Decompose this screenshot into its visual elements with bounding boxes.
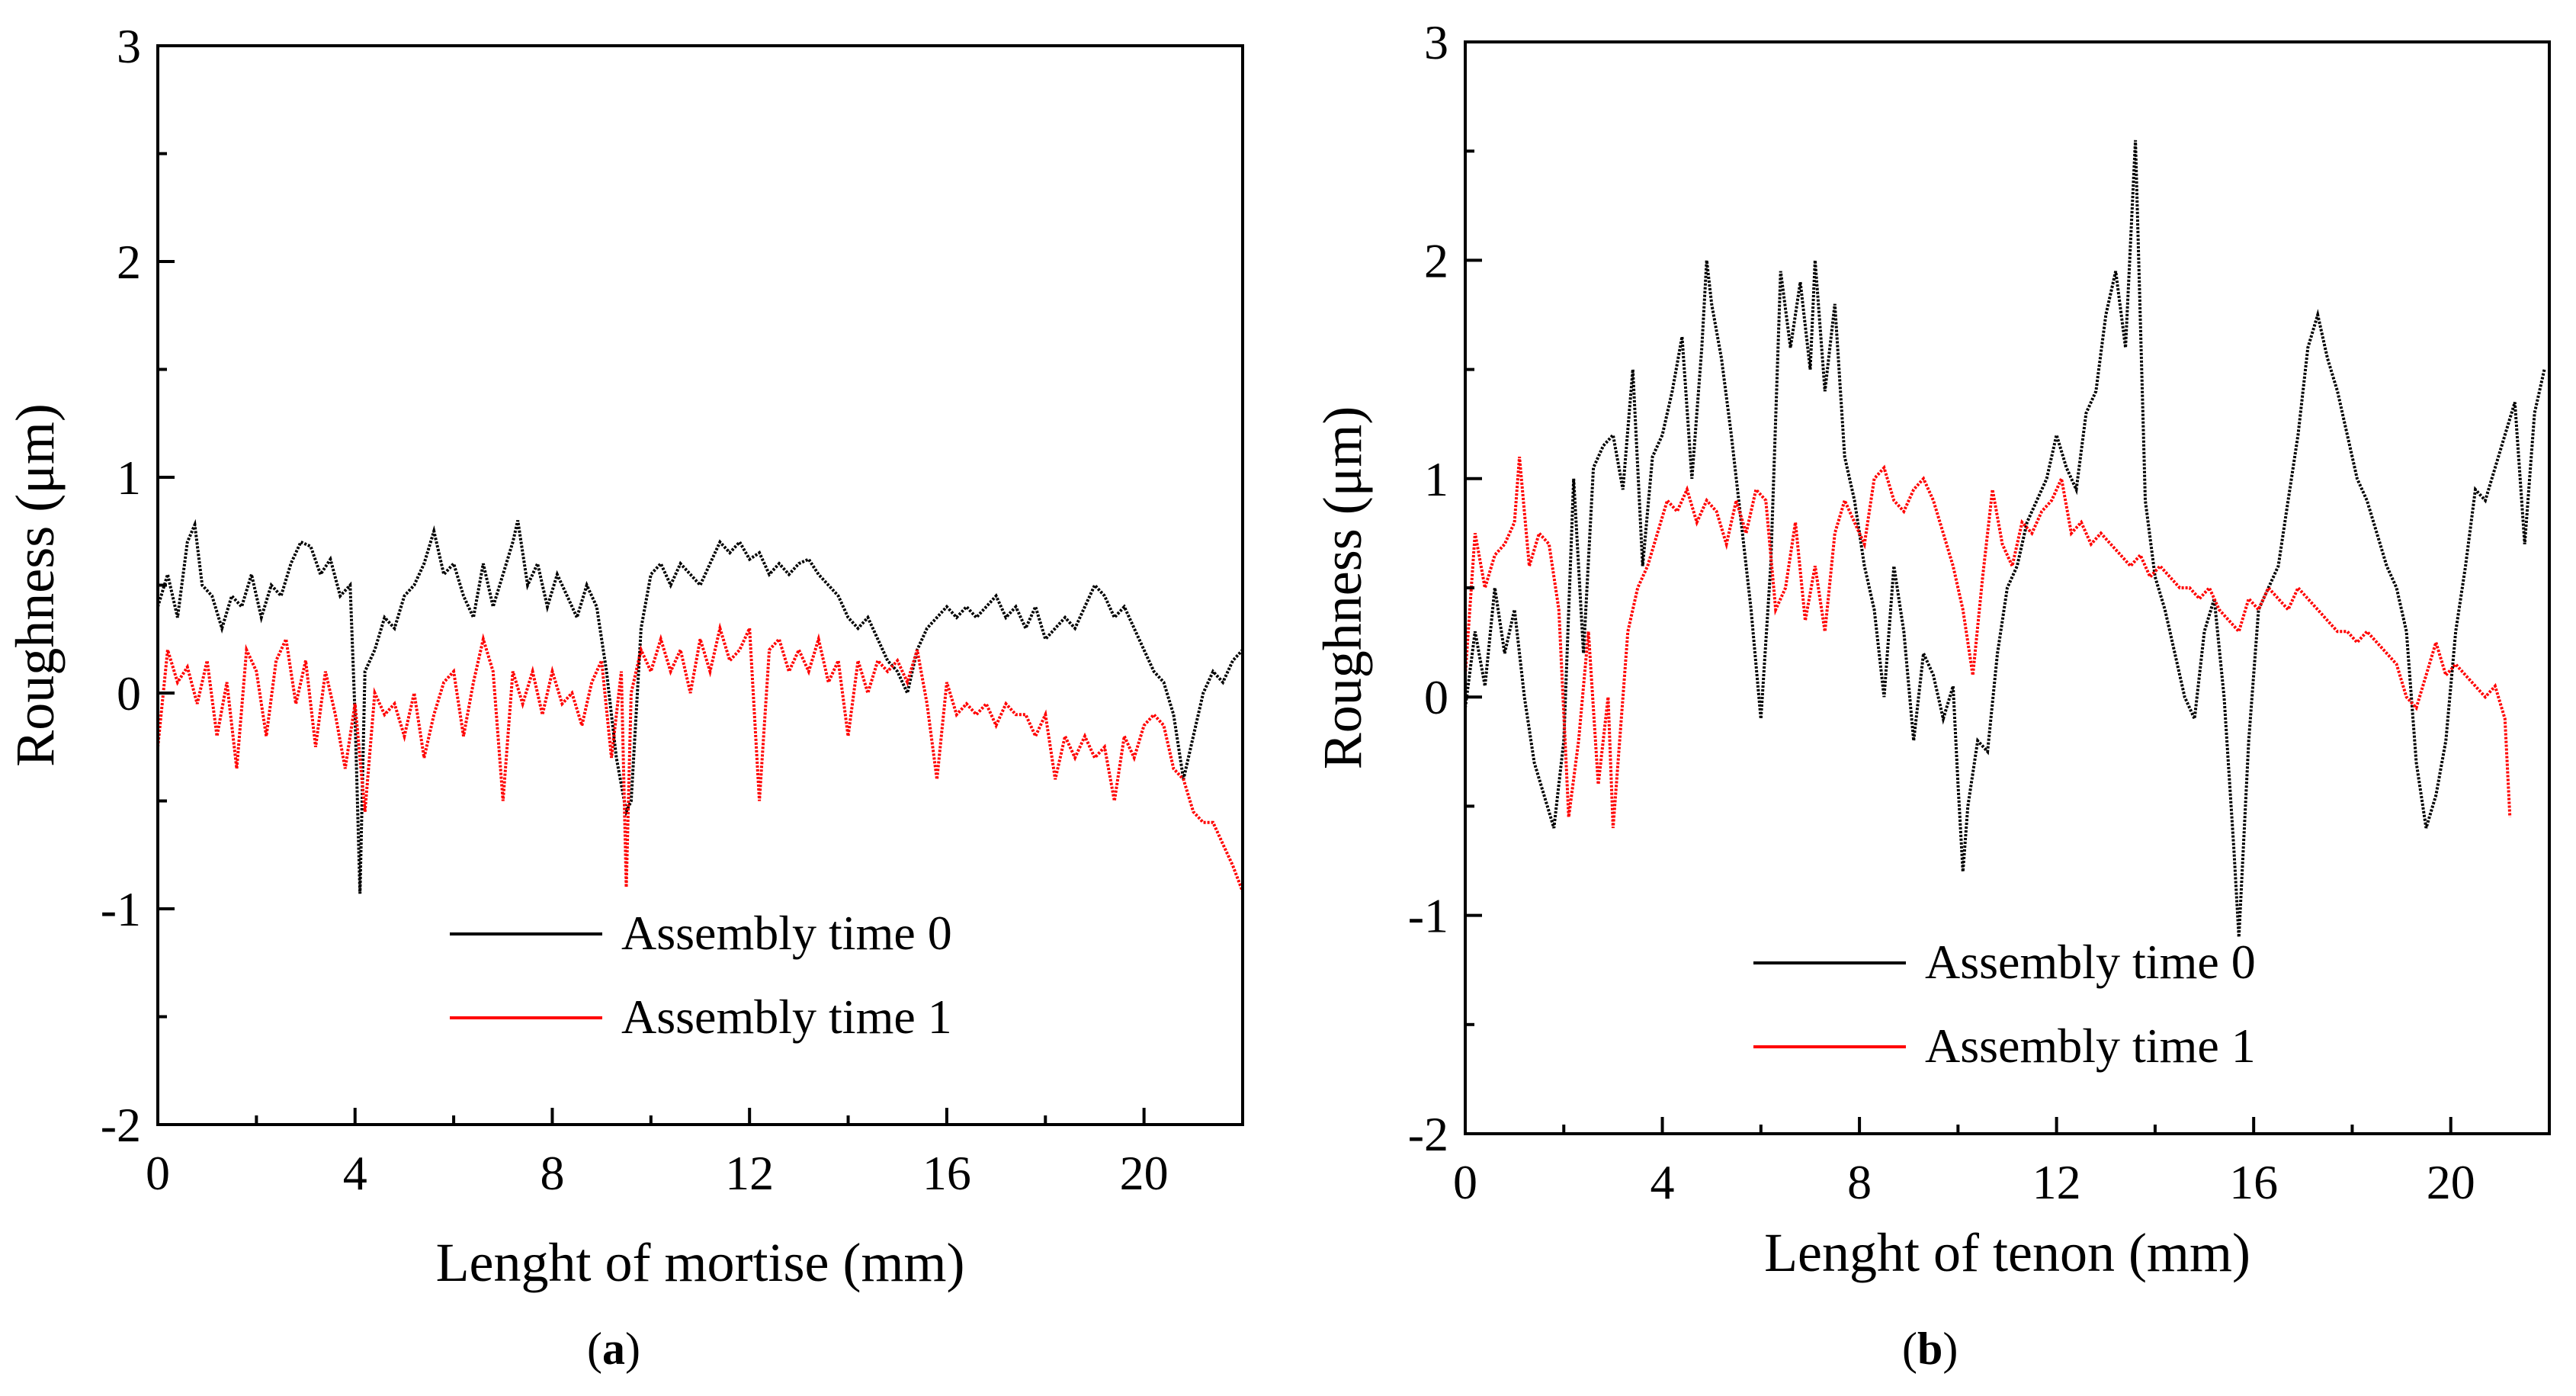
chart-b-x-tick-label: 20 — [2427, 1155, 2475, 1209]
chart-a-y-tick-label: 1 — [117, 451, 141, 505]
chart-a-y-tick-label: 0 — [117, 666, 141, 720]
chart-b-y-axis-label: Roughness (μm) — [1312, 406, 1373, 770]
chart-b-y-tick-label: 0 — [1424, 670, 1448, 724]
chart-a-x-tick-label: 0 — [146, 1146, 170, 1200]
chart-b-x-tick-label: 16 — [2229, 1155, 2278, 1209]
chart-a-series-line-0 — [156, 518, 1244, 894]
chart-b-legend-label-0: Assembly time 0 — [1925, 935, 2256, 989]
chart-a-plot-frame — [156, 44, 1244, 1126]
chart-a-y-tick-label: -1 — [101, 882, 141, 936]
chart-a-x-tick-label: 8 — [540, 1146, 564, 1200]
panel-caption-a: (a) — [587, 1324, 640, 1374]
panel-caption-b: (b) — [1902, 1324, 1958, 1374]
chart-b-legend-label-1: Assembly time 1 — [1925, 1019, 2256, 1073]
chart-a-x-tick-label: 4 — [343, 1146, 367, 1200]
chart-b-series-line-0 — [1464, 140, 2546, 938]
chart-b-y-tick-label: 2 — [1424, 233, 1448, 287]
chart-b-x-axis-label: Lenght of tenon (mm) — [1764, 1222, 2250, 1283]
chart-a-y-tick-label: -2 — [101, 1098, 141, 1152]
chart-a-y-tick-label: 2 — [117, 235, 141, 289]
chart-b-y-tick-label: -2 — [1408, 1107, 1448, 1161]
chart-a-x-axis-label: Lenght of mortise (mm) — [436, 1232, 965, 1293]
chart-b-y-tick-label: 3 — [1424, 15, 1448, 69]
chart-a-series-line-1 — [156, 622, 1244, 893]
chart-a-x-tick-label: 16 — [922, 1146, 971, 1200]
chart-b-series-line-1 — [1464, 457, 2512, 829]
chart-a-legend-label-1: Assembly time 1 — [621, 990, 952, 1044]
chart-b-x-tick-label: 0 — [1453, 1155, 1477, 1209]
chart-a-x-tick-label: 12 — [725, 1146, 774, 1200]
chart-b-x-tick-label: 4 — [1651, 1155, 1675, 1209]
chart-a-y-axis-label: Roughness (μm) — [5, 403, 66, 767]
chart-b-y-tick-label: 1 — [1424, 452, 1448, 506]
chart-a-legend-label-0: Assembly time 0 — [621, 906, 952, 960]
chart-panel-a: -2 -1 0 1 2 3 0 4 8 12 16 20 Lenght of mortise (mm) R… — [5, 19, 1244, 1374]
chart-a-y-tick-label: 3 — [117, 19, 141, 73]
chart-panel-b: -2 -1 0 1 2 3 0 4 8 12 16 20 Lenght of tenon (mm) Rou… — [1288, 0, 2576, 1396]
chart-b-y-tick-label: -1 — [1408, 889, 1448, 943]
chart-a-x-tick-label: 20 — [1120, 1146, 1169, 1200]
chart-b-x-tick-label: 8 — [1847, 1155, 1872, 1209]
chart-b-x-tick-label: 12 — [2032, 1155, 2081, 1209]
